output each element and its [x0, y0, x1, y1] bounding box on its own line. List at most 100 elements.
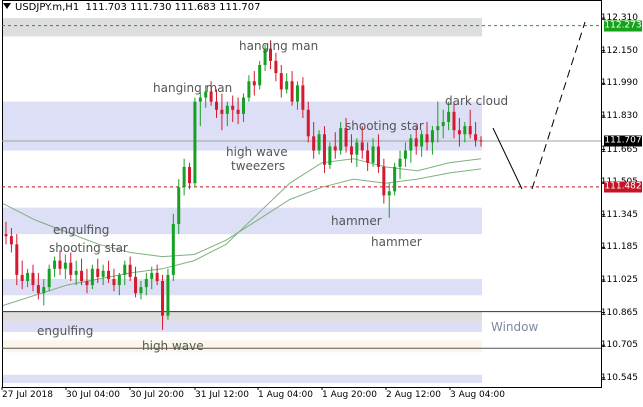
pattern-label-tweezers: tweezers — [231, 159, 286, 173]
time-axis-label: 27 Jul 2018 — [2, 390, 53, 400]
candle-body — [479, 140, 483, 142]
moving-average-line — [2, 158, 482, 306]
time-axis-label: 31 Jul 12:00 — [195, 390, 249, 400]
candle-body — [128, 264, 132, 277]
pattern-label-engulfing: engulfing — [53, 223, 110, 237]
pattern-label-high-wave: high wave — [142, 339, 204, 353]
price-axis-label: 112.310 — [600, 13, 638, 24]
candle-body — [430, 130, 434, 143]
candle-body — [306, 109, 310, 137]
candle-body — [360, 142, 364, 151]
candle-body — [447, 111, 451, 123]
price-tag: 111.482 — [604, 181, 642, 193]
candle-body — [452, 111, 456, 131]
price-zone — [2, 18, 482, 37]
candle-body — [209, 91, 213, 102]
candle-body — [468, 126, 472, 135]
candle-body — [215, 101, 219, 110]
symbol-info: USDJPY.m,H1 111.703 111.730 111.683 111.… — [15, 2, 261, 13]
candle-body — [85, 281, 89, 286]
chart-header: USDJPY.m,H1 111.703 111.730 111.683 111.… — [3, 2, 261, 13]
candle-body — [290, 81, 294, 102]
candle-body — [436, 126, 440, 131]
candle-body — [393, 166, 397, 192]
candle-body — [150, 272, 154, 279]
pattern-label-hammer: hammer — [331, 214, 382, 228]
time-axis-label: 30 Jul 20:00 — [130, 390, 184, 400]
price-axis-label: 111.665 — [600, 144, 638, 155]
candle-body — [339, 128, 343, 151]
candle-body — [441, 122, 445, 127]
candle-body — [225, 105, 229, 114]
projection-line-dashed — [531, 21, 586, 190]
candle-body — [247, 81, 251, 98]
candle-body — [182, 166, 186, 188]
pattern-label-hanging-man: hanging man — [153, 81, 233, 95]
candle-body — [139, 287, 143, 294]
candle-body — [4, 234, 8, 237]
dropdown-triangle-icon[interactable] — [3, 3, 11, 9]
pattern-label-shooting-star: shooting star — [49, 241, 128, 255]
candle-body — [80, 270, 84, 282]
time-axis-label: 3 Aug 04:00 — [450, 390, 505, 400]
candle-body — [258, 64, 262, 86]
candle-body — [403, 150, 407, 159]
candle-body — [420, 134, 424, 147]
projection-line — [492, 127, 523, 190]
candle-body — [425, 134, 429, 143]
price-zone — [2, 340, 482, 353]
candle-body — [166, 274, 170, 316]
price-axis-label: 111.990 — [600, 78, 638, 89]
price-axis-label: 112.150 — [600, 45, 638, 56]
candle-body — [328, 146, 332, 165]
candle-body — [285, 81, 289, 90]
price-zone — [2, 321, 482, 332]
candle-body — [31, 272, 35, 286]
candle-body — [295, 85, 299, 102]
price-tag: 111.707 — [604, 135, 642, 147]
pattern-label-dark-cloud: dark cloud — [445, 94, 509, 108]
candle-body — [107, 270, 111, 279]
time-axis-label: 30 Jul 04:00 — [66, 390, 120, 400]
pattern-label-engulfing: engulfing — [37, 324, 94, 338]
candle-body — [317, 134, 321, 151]
price-tag: 112.273 — [604, 20, 642, 32]
candle-body — [409, 138, 413, 151]
candle-body — [112, 278, 116, 286]
price-axis-label: 111.830 — [600, 110, 638, 121]
candle-body — [457, 130, 461, 135]
candle-body — [90, 268, 94, 286]
candle-body — [96, 268, 100, 277]
candle-body — [242, 97, 245, 114]
candle-body — [279, 73, 283, 90]
candle-body — [349, 146, 353, 155]
candle-body — [42, 287, 46, 294]
candle-body — [26, 272, 30, 282]
price-zone — [2, 374, 482, 383]
candle-body — [463, 126, 467, 135]
price-zone — [2, 278, 482, 296]
candle-body — [188, 166, 192, 184]
candle-body — [355, 142, 359, 155]
candle-body — [58, 260, 62, 269]
time-axis-label: 2 Aug 12:00 — [386, 390, 441, 400]
candle-body — [220, 109, 224, 114]
price-axis-label: 111.345 — [600, 209, 638, 220]
candle-body — [9, 236, 13, 245]
candle-body — [387, 191, 391, 196]
pattern-label-hammer: hammer — [371, 235, 422, 249]
candle-body — [344, 128, 348, 147]
price-axis-label: 110.545 — [600, 372, 638, 383]
candle-body — [117, 274, 121, 286]
moving-average-line — [2, 168, 482, 258]
candle-body — [382, 166, 386, 196]
candle-body — [322, 134, 326, 165]
candle-body — [171, 223, 175, 275]
pattern-label-shooting-star: shooting star — [345, 119, 424, 133]
candle-body — [474, 134, 478, 141]
price-zone — [2, 311, 482, 322]
candle-body — [123, 264, 127, 275]
window-label: Window — [491, 320, 539, 334]
